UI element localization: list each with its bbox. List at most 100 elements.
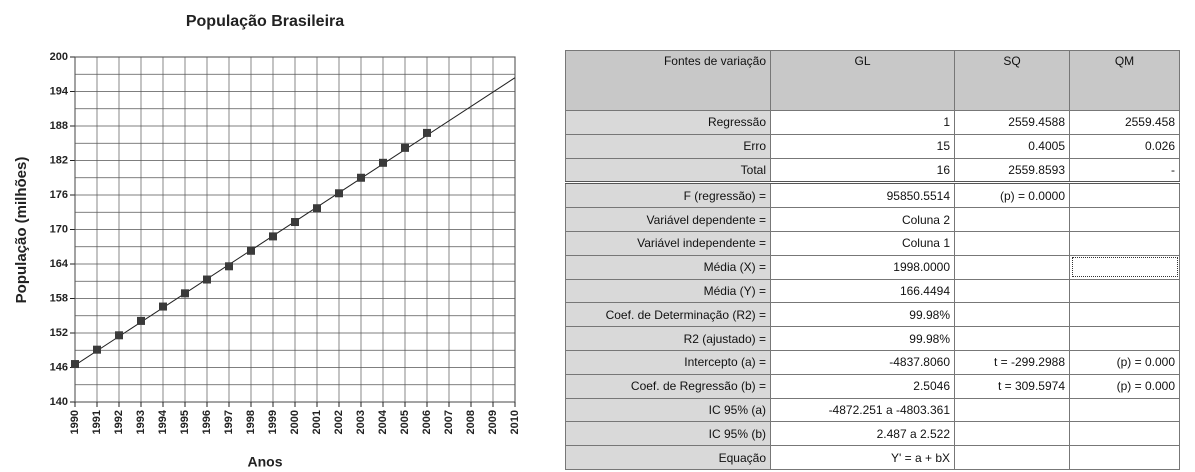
table-cell: 2.5046: [770, 373, 955, 399]
x-tick-label: 2005: [399, 410, 411, 434]
table-cell: F (regressão) =: [565, 182, 771, 209]
table-cell: 2.487 a 2.522: [770, 421, 955, 447]
data-point: [401, 143, 409, 152]
header-cell: Fontes de variação: [565, 50, 771, 111]
anova-table: Fontes de variação GL SQ QM Regressão 1 2559.4…: [565, 50, 1180, 470]
data-point: [379, 158, 387, 167]
table-cell: Variável independente =: [565, 230, 771, 256]
table-cell: 1: [770, 110, 955, 135]
data-point: [93, 345, 101, 354]
table-cell: -4872.251 a -4803.361: [770, 397, 955, 423]
data-point: [247, 246, 255, 255]
header-cell: GL: [770, 50, 955, 111]
x-tick-label: 1993: [135, 410, 147, 434]
header-row: Fontes de variação GL SQ QM: [565, 50, 1180, 111]
y-tick-label: 188: [50, 120, 68, 132]
table-cell: [954, 326, 1070, 351]
table-cell: [954, 207, 1070, 232]
table-cell: 2559.458: [1069, 110, 1180, 135]
y-tick-label: 164: [50, 258, 69, 270]
table-row: Média (Y) = 166.4494: [565, 278, 1180, 304]
chart-title: População Brasileira: [186, 13, 344, 30]
y-tick-label: 140: [50, 396, 68, 408]
table-row: Total 16 2559.8593-: [565, 157, 1180, 185]
table-cell: 166.4494: [770, 278, 955, 304]
x-tick-label: 1991: [91, 410, 103, 434]
x-tick-label: 1990: [69, 410, 81, 434]
table-row: IC 95% (a) -4872.251 a -4803.361: [565, 397, 1180, 423]
table-row: F (regressão) = 95850.5514 (p) = 0.0000: [565, 182, 1180, 209]
table-cell: 99.98%: [770, 302, 955, 328]
x-tick-label: 1996: [201, 410, 213, 434]
y-tick-label: 170: [50, 223, 68, 235]
x-tick-label: 2008: [465, 410, 477, 434]
table-cell: [1069, 230, 1180, 256]
table-cell: (p) = 0.000: [1069, 349, 1180, 375]
table-cell: Variável dependente =: [565, 207, 771, 232]
table-cell: [1069, 445, 1180, 470]
table-cell: Média (Y) =: [565, 278, 771, 304]
y-tick-label: 152: [50, 327, 68, 339]
y-tick-label: 200: [50, 51, 68, 63]
table-cell: [1069, 302, 1180, 328]
data-point: [203, 275, 211, 284]
table-cell: Intercepto (a) =: [565, 349, 771, 375]
x-tick-label: 2003: [355, 410, 367, 434]
table-cell: [954, 302, 1070, 328]
table-row: Coef. de Determinação (R2) = 99.98%: [565, 302, 1180, 328]
table-cell: 2559.8593: [954, 157, 1070, 185]
table-cell: [954, 421, 1070, 447]
header-cell: QM: [1069, 50, 1180, 111]
table-row: Variável independente = Coluna 1: [565, 230, 1180, 256]
data-point: [71, 360, 79, 369]
table-cell: IC 95% (b): [565, 421, 771, 447]
table-cell: Total: [565, 157, 771, 185]
table-cell: -4837.8060: [770, 349, 955, 375]
table-row: Média (X) = 1998.0000: [565, 254, 1180, 280]
table-cell: 99.98%: [770, 326, 955, 351]
table-cell: [1069, 254, 1180, 280]
y-tick-label: 158: [50, 292, 68, 304]
x-tick-label: 1994: [157, 409, 169, 434]
y-tick-label: 194: [50, 85, 69, 97]
table-cell: [954, 254, 1070, 280]
table-cell: -: [1069, 157, 1180, 185]
table-cell: [1069, 278, 1180, 304]
data-point: [335, 189, 343, 198]
table-cell: [954, 278, 1070, 304]
table-cell: Equação: [565, 445, 771, 470]
data-point: [313, 204, 321, 213]
x-tick-label: 2004: [377, 409, 389, 434]
table-cell: 95850.5514: [770, 182, 955, 209]
table-cell: [1069, 326, 1180, 351]
table-cell: Y' = a + bX: [770, 445, 955, 470]
table-cell: Erro: [565, 133, 771, 159]
table-cell: 2559.4588: [954, 110, 1070, 135]
data-point: [181, 289, 189, 298]
y-tick-label: 146: [50, 361, 68, 373]
table-cell: [1069, 182, 1180, 209]
x-tick-label: 2001: [311, 410, 323, 434]
chart: População Brasileira Anos População (mil…: [13, 13, 521, 470]
x-tick-label: 2002: [333, 410, 345, 434]
table-cell: t = 309.5974: [954, 373, 1070, 399]
table-cell: [954, 397, 1070, 423]
table-cell: (p) = 0.0000: [954, 182, 1070, 209]
table-cell: [954, 230, 1070, 256]
y-axis-label: População (milhões): [13, 157, 30, 304]
table-cell: [1069, 397, 1180, 423]
table-cell: IC 95% (a): [565, 397, 771, 423]
data-point: [159, 302, 167, 311]
x-tick-label: 1999: [267, 410, 279, 434]
data-point: [269, 232, 277, 241]
x-axis-label: Anos: [248, 454, 283, 470]
x-tick-label: 2007: [443, 410, 455, 434]
x-tick-label: 1995: [179, 410, 191, 434]
x-tick-label: 2006: [421, 410, 433, 434]
table-cell: R2 (ajustado) =: [565, 326, 771, 351]
table-cell: t = -299.2988: [954, 349, 1070, 375]
x-tick-label: 2009: [487, 410, 499, 434]
table-row: Intercepto (a) = -4837.8060 t = -299.2988(…: [565, 349, 1180, 375]
table-cell: (p) = 0.000: [1069, 373, 1180, 399]
